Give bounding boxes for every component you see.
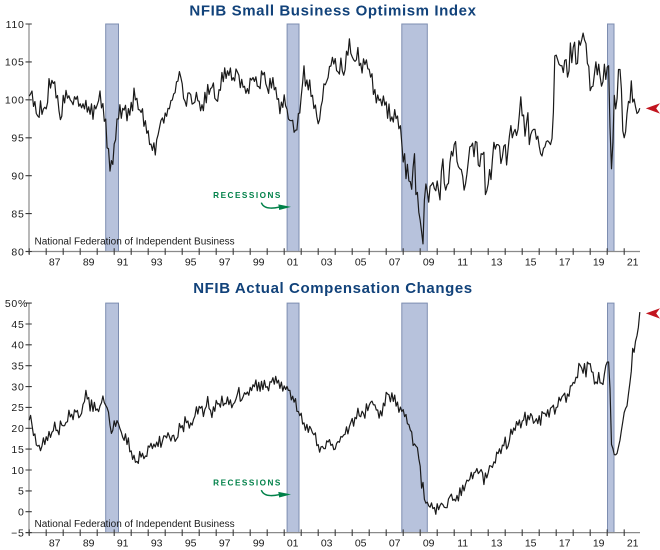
svg-text:87: 87 (49, 257, 61, 269)
svg-text:50%: 50% (5, 298, 28, 310)
svg-text:97: 97 (219, 538, 231, 550)
svg-text:03: 03 (321, 257, 333, 269)
svg-text:RECESSIONS: RECESSIONS (213, 478, 282, 487)
svg-text:99: 99 (253, 257, 265, 269)
svg-text:−5: −5 (11, 527, 24, 539)
svg-text:NFIB Small Business Optimism I: NFIB Small Business Optimism Index (189, 3, 476, 20)
svg-text:20: 20 (11, 423, 24, 435)
svg-text:87: 87 (49, 538, 61, 550)
svg-text:105: 105 (5, 57, 25, 69)
svg-text:NFIB Actual Compensation Chang: NFIB Actual Compensation Changes (193, 280, 473, 297)
svg-text:05: 05 (355, 538, 367, 550)
svg-text:95: 95 (11, 133, 24, 145)
svg-text:80: 80 (11, 246, 24, 258)
svg-text:91: 91 (117, 257, 129, 269)
svg-text:15: 15 (525, 538, 537, 550)
svg-text:45: 45 (11, 319, 24, 331)
svg-text:0: 0 (18, 507, 25, 519)
svg-text:91: 91 (117, 538, 129, 550)
svg-text:95: 95 (185, 257, 197, 269)
svg-text:100: 100 (5, 95, 25, 107)
svg-text:17: 17 (559, 257, 571, 269)
svg-text:07: 07 (389, 257, 401, 269)
svg-text:95: 95 (185, 538, 197, 550)
svg-text:17: 17 (559, 538, 571, 550)
svg-text:35: 35 (11, 361, 24, 373)
svg-text:01: 01 (287, 538, 299, 550)
svg-text:03: 03 (321, 538, 333, 550)
svg-text:13: 13 (491, 538, 503, 550)
svg-text:05: 05 (355, 257, 367, 269)
svg-text:07: 07 (389, 538, 401, 550)
svg-text:5: 5 (18, 486, 25, 498)
svg-text:01: 01 (287, 257, 299, 269)
svg-text:National Federation of Indepen: National Federation of Independent Busin… (35, 519, 235, 530)
svg-text:10: 10 (11, 465, 24, 477)
svg-text:21: 21 (627, 257, 639, 269)
svg-text:93: 93 (151, 538, 163, 550)
svg-text:93: 93 (151, 257, 163, 269)
svg-text:09: 09 (423, 257, 435, 269)
svg-text:89: 89 (83, 257, 95, 269)
svg-text:09: 09 (423, 538, 435, 550)
svg-text:85: 85 (11, 208, 24, 220)
svg-text:15: 15 (11, 444, 24, 456)
svg-text:19: 19 (593, 257, 605, 269)
svg-text:21: 21 (627, 538, 639, 550)
svg-text:11: 11 (457, 257, 468, 269)
svg-text:13: 13 (491, 257, 503, 269)
svg-text:30: 30 (11, 381, 24, 393)
svg-text:15: 15 (525, 257, 537, 269)
svg-text:RECESSIONS: RECESSIONS (213, 191, 282, 200)
svg-text:25: 25 (11, 402, 24, 414)
svg-text:97: 97 (219, 257, 231, 269)
svg-text:19: 19 (593, 538, 605, 550)
svg-text:89: 89 (83, 538, 95, 550)
svg-text:40: 40 (11, 340, 24, 352)
svg-text:99: 99 (253, 538, 265, 550)
svg-text:National Federation of Indepen: National Federation of Independent Busin… (35, 236, 235, 247)
svg-text:11: 11 (457, 538, 468, 550)
svg-text:90: 90 (11, 171, 24, 183)
svg-text:110: 110 (6, 19, 25, 31)
